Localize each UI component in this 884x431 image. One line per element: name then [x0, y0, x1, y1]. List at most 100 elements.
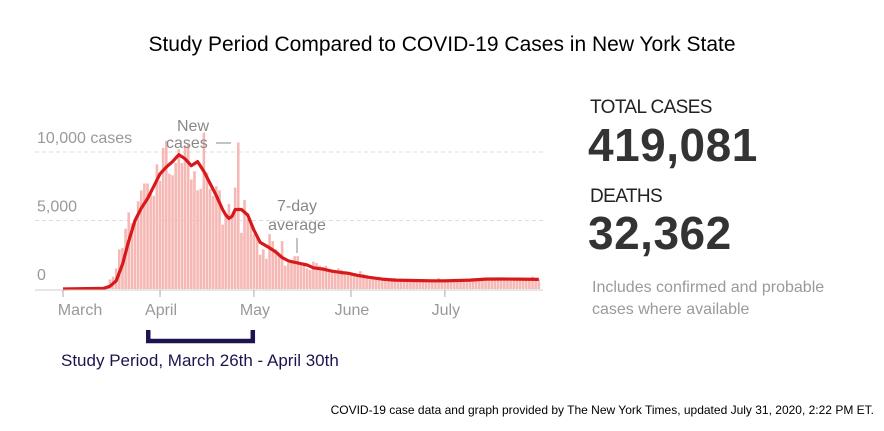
case-bar [265, 258, 268, 289]
case-bar [305, 268, 309, 289]
case-bar [283, 265, 287, 289]
case-bar [208, 188, 212, 289]
case-bar [496, 278, 500, 289]
case-bar [443, 280, 447, 289]
x-tick-label: March [58, 302, 102, 319]
case-bar [534, 279, 537, 289]
case-bar [481, 278, 484, 289]
case-bar [252, 234, 256, 289]
case-bar [365, 275, 368, 289]
case-bar [374, 279, 378, 289]
case-bar [349, 273, 353, 289]
case-bar [271, 241, 275, 289]
case-bar [321, 267, 325, 289]
case-bar [318, 265, 321, 289]
case-bar [296, 256, 300, 289]
new-cases-label-1: New [177, 118, 209, 135]
case-bar [421, 280, 425, 289]
case-bar [459, 280, 462, 289]
case-bar [362, 273, 365, 289]
case-bar [158, 180, 162, 289]
case-bar [274, 249, 278, 289]
case-bar [133, 223, 137, 289]
case-bar [490, 278, 494, 289]
case-bar [262, 249, 265, 289]
chart-title: Study Period Compared to COVID-19 Cases … [148, 33, 736, 56]
case-bar [446, 279, 450, 289]
case-bar [168, 173, 171, 289]
study-period-label: Study Period, March 26th - April 30th [61, 351, 339, 370]
case-bar [139, 190, 143, 289]
x-tick-label: May [240, 302, 270, 319]
case-bar [352, 275, 356, 289]
case-bar [437, 278, 440, 289]
case-bar [384, 278, 387, 289]
case-bar [211, 195, 215, 289]
case-bar [431, 280, 434, 289]
case-bar [315, 262, 318, 289]
case-bar [155, 164, 159, 289]
x-tick-label: June [335, 302, 370, 319]
case-bar [402, 280, 406, 289]
case-bar [487, 280, 490, 289]
case-bar [468, 279, 472, 289]
y-tick-label: 5,000 [37, 199, 77, 216]
case-bar [161, 147, 165, 289]
case-bar [205, 172, 209, 289]
case-bar [346, 273, 350, 289]
case-bar [277, 254, 281, 289]
case-bar [518, 278, 522, 289]
case-bar [186, 143, 190, 289]
case-bar [399, 279, 403, 289]
case-bar [255, 235, 259, 289]
y-tick-label: 10,000 cases [37, 130, 132, 147]
case-bar [258, 254, 262, 289]
case-bar [246, 219, 249, 289]
study-period-bracket [146, 330, 256, 344]
case-bar [524, 279, 528, 289]
case-bar [177, 149, 181, 289]
case-bar [287, 262, 290, 289]
average-label-1: 7-day [277, 198, 317, 215]
case-bar [471, 280, 475, 289]
case-bar [484, 278, 487, 289]
case-bar [531, 276, 534, 289]
case-bar [302, 262, 306, 289]
case-bar [143, 183, 146, 289]
case-bar [249, 224, 253, 289]
case-bar [190, 179, 193, 289]
case-bar [136, 201, 140, 289]
case-bar [390, 280, 393, 289]
case-bar [337, 268, 340, 289]
case-bar [171, 175, 174, 289]
case-bar [218, 190, 221, 289]
case-bar [146, 183, 149, 289]
case-bar [474, 279, 478, 289]
case-bar [359, 271, 362, 289]
case-bar [149, 191, 152, 289]
case-bar [215, 186, 218, 289]
x-tick-label: July [432, 302, 460, 319]
case-bar [377, 276, 381, 289]
case-bar [334, 272, 337, 289]
case-bar [449, 279, 453, 289]
case-bar [427, 280, 431, 289]
case-bar [290, 260, 293, 289]
note-line-1: Includes confirmed and probable [592, 279, 825, 296]
case-bar [230, 217, 234, 289]
case-bar [415, 280, 418, 289]
x-tick-label: April [145, 302, 177, 319]
case-bar [152, 195, 156, 289]
case-bar [537, 279, 541, 289]
case-bar [164, 141, 168, 289]
case-bar [368, 279, 372, 289]
case-bar [236, 142, 240, 289]
deaths-value: 32,362 [588, 207, 732, 259]
case-bar [224, 215, 228, 289]
case-bar [477, 278, 481, 289]
case-bar [227, 204, 231, 289]
note-line-2: cases where available [592, 301, 750, 318]
case-bar [371, 278, 375, 289]
case-bar [506, 278, 509, 289]
new-cases-label-2: cases [166, 135, 208, 152]
